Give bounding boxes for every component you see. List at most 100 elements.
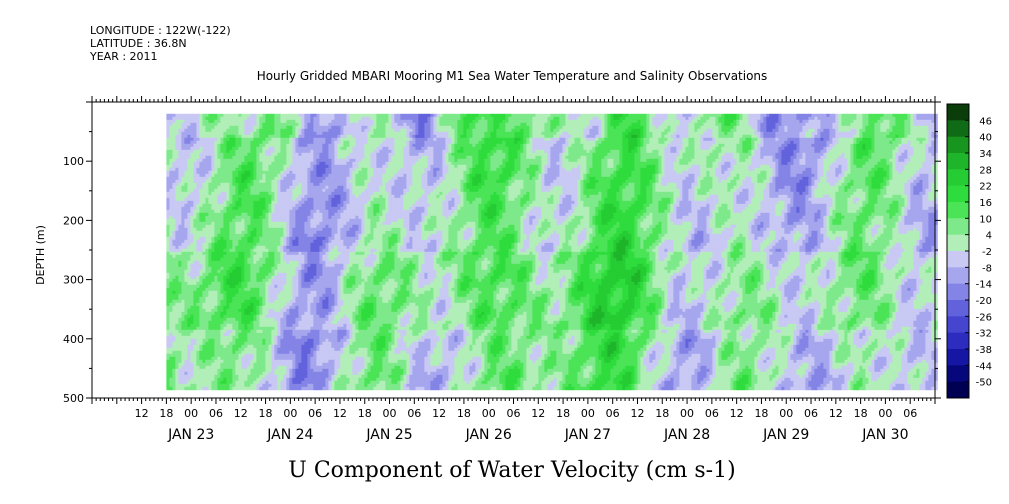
heatmap-cell [223, 152, 227, 157]
heatmap-cell [187, 143, 191, 148]
heatmap-cell [205, 185, 209, 190]
heatmap-cell [187, 203, 191, 208]
heatmap-cell [238, 386, 242, 391]
heatmap-cell [289, 335, 293, 340]
heatmap-cell [184, 209, 188, 214]
heatmap-cell [253, 122, 257, 127]
heatmap-cell [325, 326, 329, 331]
heatmap-cell [214, 188, 218, 193]
heatmap-cell [187, 260, 191, 265]
heatmap-cell [193, 371, 197, 376]
heatmap-cell [175, 113, 179, 118]
heatmap-cell [262, 218, 266, 223]
heatmap-cell [178, 161, 182, 166]
heatmap-cell [247, 221, 251, 226]
heatmap-cell [235, 209, 239, 214]
heatmap-cell [292, 212, 296, 217]
heatmap-cell [307, 326, 311, 331]
heatmap-cell [214, 137, 218, 142]
heatmap-cell [313, 266, 317, 271]
heatmap-cell [259, 302, 263, 307]
heatmap-cell [271, 152, 275, 157]
heatmap-cell [208, 374, 212, 379]
heatmap-cell [307, 176, 311, 181]
heatmap-cell [274, 215, 278, 220]
heatmap-cell [220, 323, 224, 328]
heatmap-cell [307, 377, 311, 382]
heatmap-cell [292, 350, 296, 355]
heatmap-cell [250, 185, 254, 190]
heatmap-cell [220, 359, 224, 364]
heatmap-cell [262, 338, 266, 343]
heatmap-cell [319, 320, 323, 325]
heatmap-cell [241, 191, 245, 196]
heatmap-cell [196, 224, 200, 229]
heatmap-cell [256, 239, 260, 244]
heatmap-cell [193, 209, 197, 214]
heatmap-cell [292, 242, 296, 247]
heatmap-cell [271, 374, 275, 379]
heatmap-cell [181, 167, 185, 172]
heatmap-cell [211, 311, 215, 316]
heatmap-cell [268, 164, 272, 169]
heatmap-cell [313, 341, 317, 346]
heatmap-cell [301, 182, 305, 187]
heatmap-cell [262, 134, 266, 139]
heatmap-cell [205, 167, 209, 172]
heatmap-cell [166, 374, 170, 379]
heatmap-cell [280, 161, 284, 166]
heatmap-cell [268, 251, 272, 256]
heatmap-cell [295, 251, 299, 256]
heatmap-cell [214, 308, 218, 313]
heatmap-cell [226, 176, 230, 181]
heatmap-cell [214, 386, 218, 391]
heatmap-cell [328, 188, 332, 193]
heatmap-cell [271, 218, 275, 223]
heatmap-cell [313, 284, 317, 289]
heatmap-cell [184, 230, 188, 235]
heatmap-cell [205, 350, 209, 355]
heatmap-cell [286, 353, 290, 358]
heatmap-cell [232, 218, 236, 223]
heatmap-cell [259, 263, 263, 268]
heatmap-cell [184, 380, 188, 385]
heatmap-cell [208, 371, 212, 376]
heatmap-cell [244, 155, 248, 160]
heatmap-cell [205, 134, 209, 139]
heatmap-cell [286, 131, 290, 136]
heatmap-cell [223, 314, 227, 319]
heatmap-cell [301, 272, 305, 277]
heatmap-cell [217, 134, 221, 139]
heatmap-cell [256, 365, 260, 370]
heatmap-cell [235, 266, 239, 271]
heatmap-cell [175, 239, 179, 244]
heatmap-cell [322, 377, 326, 382]
heatmap-cell [223, 164, 227, 169]
heatmap-cell [298, 170, 302, 175]
heatmap-cell [304, 266, 308, 271]
heatmap-cell [178, 194, 182, 199]
heatmap-cell [196, 203, 200, 208]
heatmap-cell [259, 284, 263, 289]
heatmap-cell [211, 179, 215, 184]
heatmap-cell [238, 170, 242, 175]
heatmap-cell [193, 362, 197, 367]
heatmap-cell [226, 209, 230, 214]
heatmap-cell [211, 173, 215, 178]
heatmap-cell [190, 296, 194, 301]
heatmap-cell [187, 290, 191, 295]
heatmap-cell [271, 278, 275, 283]
heatmap-cell [244, 365, 248, 370]
heatmap-cell [235, 191, 239, 196]
heatmap-cell [181, 224, 185, 229]
heatmap-cell [316, 251, 320, 256]
heatmap-cell [250, 122, 254, 127]
heatmap-cell [217, 251, 221, 256]
heatmap-cell [169, 371, 173, 376]
heatmap-cell [199, 236, 203, 241]
heatmap-cell [229, 326, 233, 331]
heatmap-cell [208, 290, 212, 295]
heatmap-cell [298, 383, 302, 388]
heatmap-cell [250, 356, 254, 361]
heatmap-cell [196, 380, 200, 385]
